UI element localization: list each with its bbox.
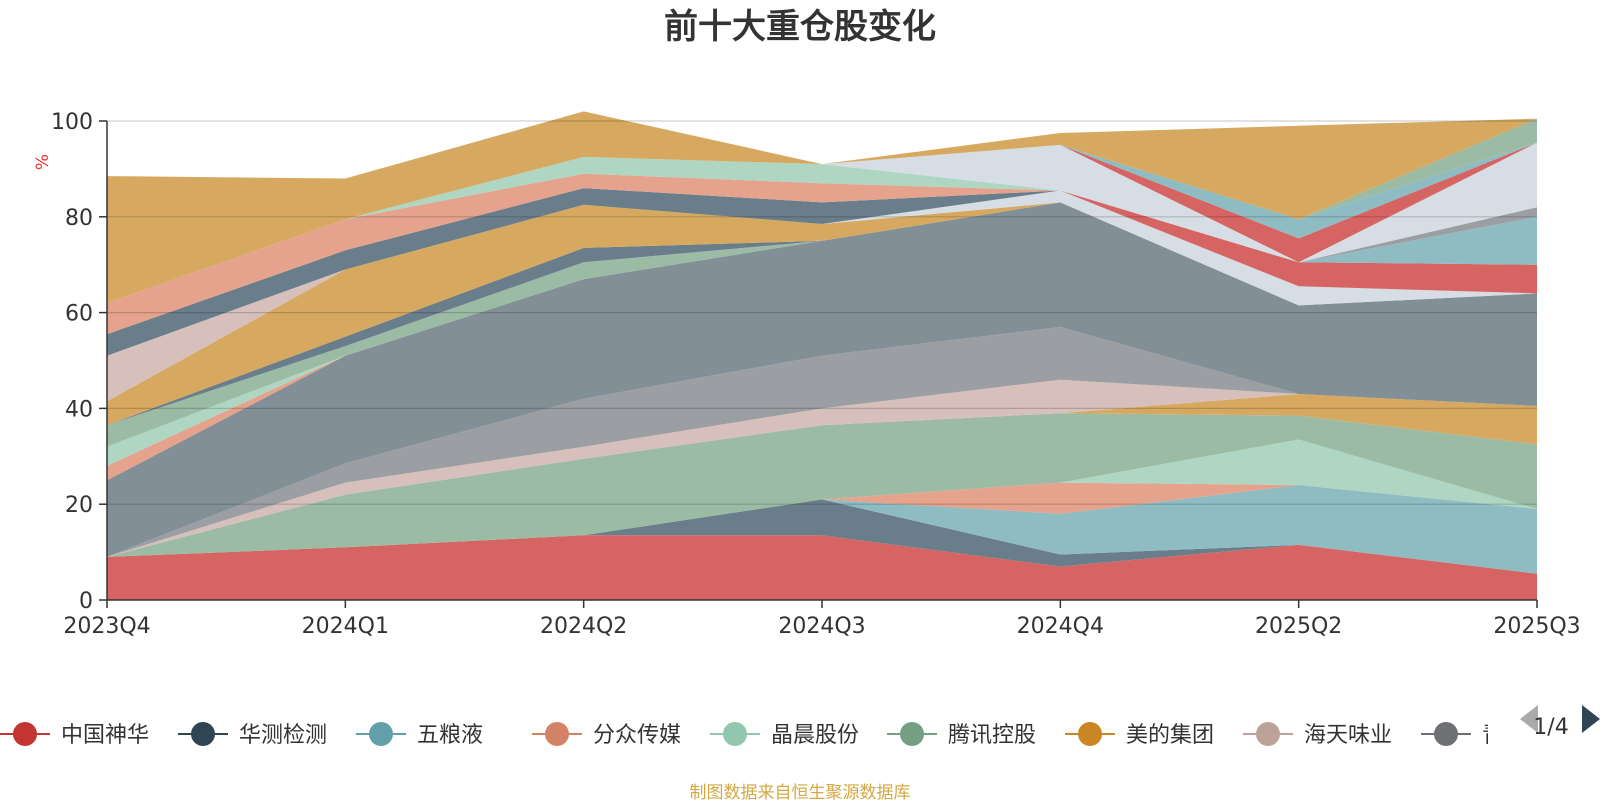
- area-series: [107, 202, 1537, 426]
- legend-marker-icon: [723, 722, 747, 746]
- legend-item[interactable]: 腾讯控股: [887, 722, 1036, 748]
- legend: 中国神华 华测检测 五粮液 分众传媒 晶晨股份 腾讯控股 美的集团 海天味业 青岛啤酒: [0, 722, 1570, 748]
- area-series: [107, 413, 1537, 557]
- x-tick-label: 2025Q3: [1493, 614, 1580, 639]
- area-series: [107, 111, 1537, 304]
- legend-label: 海天味业: [1304, 723, 1392, 748]
- legend-marker-icon: [369, 722, 393, 746]
- legend-marker-icon: [13, 722, 37, 746]
- legend-marker-icon: [191, 722, 215, 746]
- axes: 0 20 40 60 80 100 2023Q4 2024Q1 2024Q2 2024Q3 2024…: [51, 110, 1581, 639]
- x-tick-label: 2024Q2: [540, 614, 627, 639]
- source-note: 制图数据来自恒生聚源数据库: [689, 783, 911, 803]
- area-series: [107, 142, 1537, 303]
- legend-marker-icon: [545, 722, 569, 746]
- x-tick-label: 2024Q4: [1017, 614, 1104, 639]
- x-tick-label: 2023Q4: [63, 614, 150, 639]
- legend-item[interactable]: 美的集团: [1065, 722, 1214, 748]
- y-tick-label: 80: [65, 206, 93, 231]
- legend-label: 青岛啤酒: [1482, 723, 1570, 748]
- y-tick-label: 20: [65, 493, 93, 518]
- legend-item[interactable]: 中国神华: [0, 722, 149, 748]
- area-series: [107, 439, 1537, 557]
- area-series: [107, 142, 1537, 356]
- legend-item[interactable]: 海天味业: [1243, 722, 1392, 748]
- area-series: [107, 142, 1537, 303]
- legend-item[interactable]: 五粮液: [356, 722, 483, 748]
- area-series: [107, 327, 1537, 557]
- legend-marker-icon: [900, 722, 924, 746]
- y-axis-label: %: [33, 154, 53, 170]
- area-series: [107, 190, 1537, 356]
- legend-label: 晶晨股份: [771, 723, 859, 748]
- area-series: [107, 499, 1537, 574]
- legend-label: 中国神华: [61, 723, 149, 748]
- y-tick-label: 0: [79, 589, 93, 614]
- x-tick-label: 2024Q1: [302, 614, 389, 639]
- legend-items: 中国神华 华测检测 五粮液 分众传媒 晶晨股份 腾讯控股 美的集团 海天味业 青岛啤酒: [0, 722, 1570, 748]
- x-tick-label: 2024Q3: [778, 614, 865, 639]
- legend-item[interactable]: 青岛啤酒: [1421, 722, 1570, 748]
- area-series: [107, 485, 1537, 574]
- legend-marker-icon: [1434, 722, 1458, 746]
- legend-marker-icon: [1256, 722, 1280, 746]
- chart-title: 前十大重仓股变化: [664, 7, 936, 47]
- legend-next-icon[interactable]: [1582, 705, 1600, 733]
- legend-item[interactable]: 华测检测: [178, 722, 327, 748]
- area-series: [107, 202, 1537, 557]
- area-series: [107, 142, 1537, 303]
- y-tick-label: 100: [51, 110, 93, 135]
- legend-label: 美的集团: [1126, 723, 1214, 748]
- legend-pager: 1/4: [1520, 705, 1600, 740]
- area-layers: [107, 111, 1537, 600]
- legend-prev-icon[interactable]: [1520, 705, 1538, 733]
- legend-label: 五粮液: [417, 723, 483, 748]
- legend-label: 腾讯控股: [948, 723, 1036, 748]
- y-tick-label: 60: [65, 302, 93, 327]
- legend-item[interactable]: 晶晨股份: [710, 722, 859, 748]
- legend-marker-icon: [1078, 722, 1102, 746]
- legend-label: 分众传媒: [593, 723, 681, 748]
- legend-page-indicator: 1/4: [1533, 715, 1568, 740]
- y-tick-label: 40: [65, 397, 93, 422]
- area-series: [107, 379, 1537, 557]
- area-series: [107, 535, 1537, 600]
- legend-label: 华测检测: [239, 723, 327, 748]
- area-series: [107, 190, 1537, 356]
- x-tick-label: 2025Q2: [1255, 614, 1342, 639]
- legend-item[interactable]: 分众传媒: [532, 722, 681, 748]
- area-series: [107, 394, 1537, 557]
